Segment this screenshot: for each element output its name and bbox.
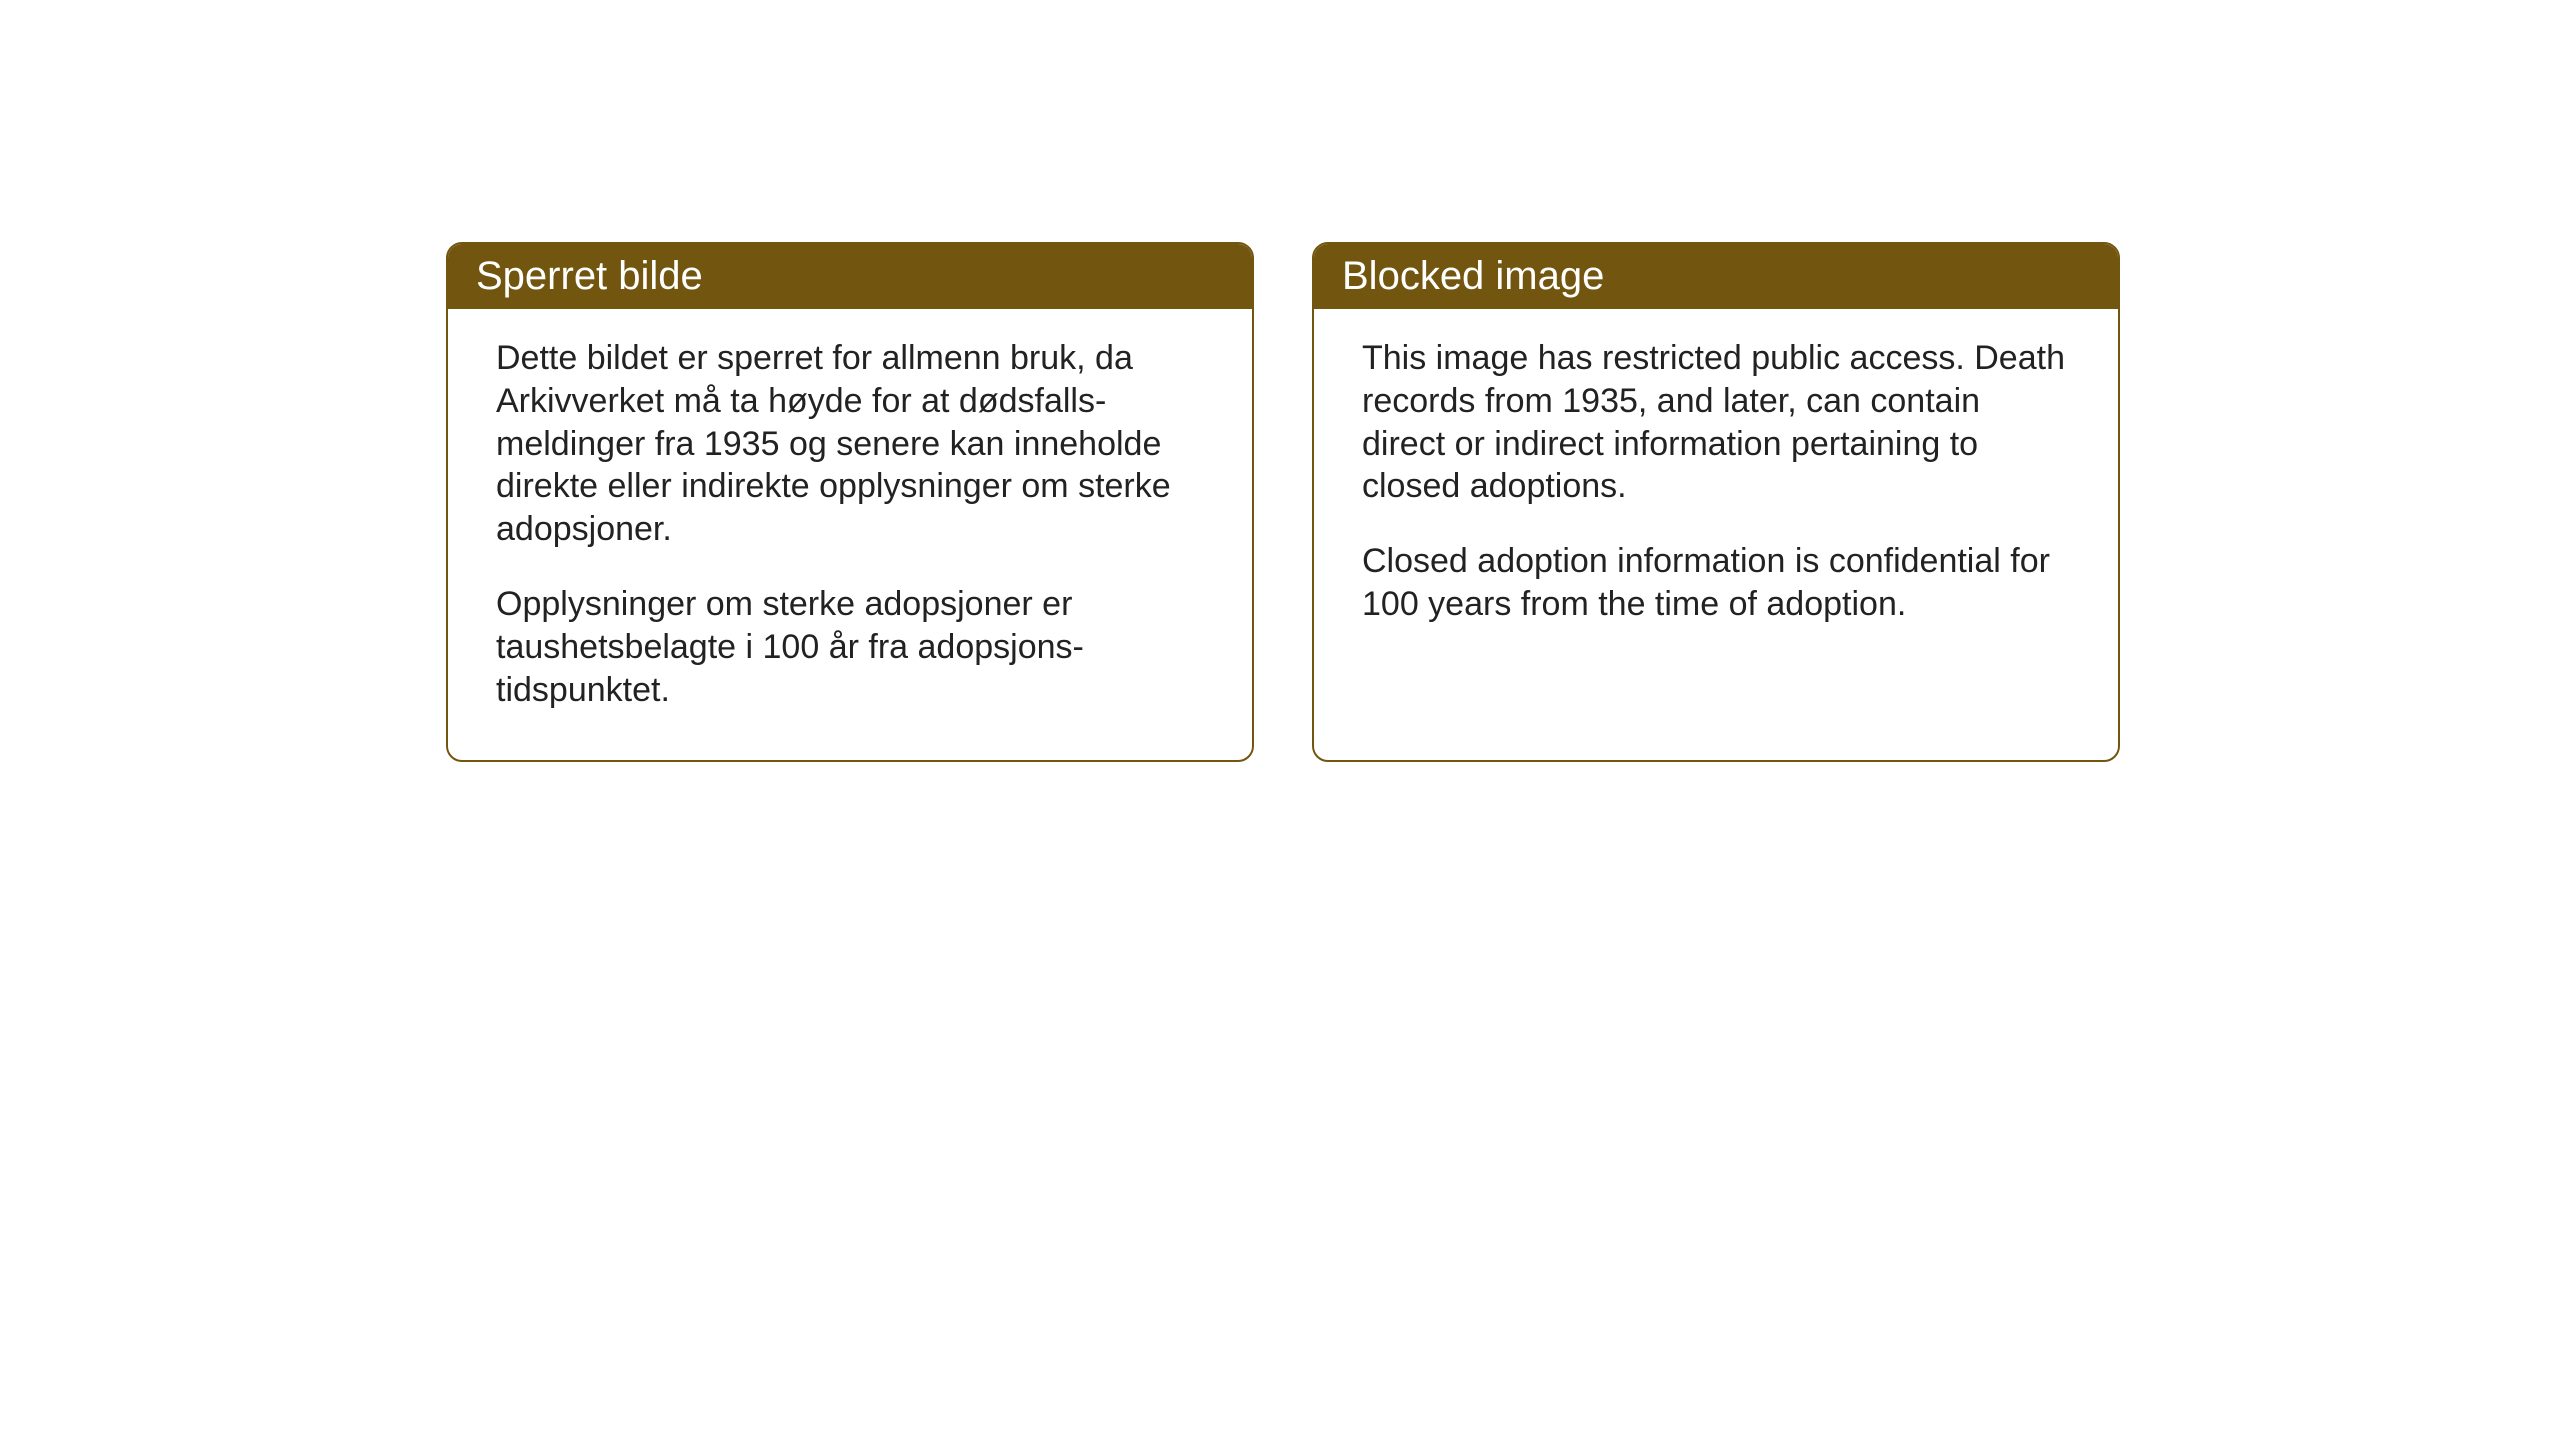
english-paragraph-2: Closed adoption information is confident… [1362,540,2070,626]
norwegian-card-title: Sperret bilde [448,244,1252,309]
norwegian-paragraph-1: Dette bildet er sperret for allmenn bruk… [496,337,1204,551]
english-card: Blocked image This image has restricted … [1312,242,2120,762]
english-card-body: This image has restricted public access.… [1314,309,2118,674]
english-paragraph-1: This image has restricted public access.… [1362,337,2070,508]
norwegian-card: Sperret bilde Dette bildet er sperret fo… [446,242,1254,762]
norwegian-paragraph-2: Opplysninger om sterke adopsjoner er tau… [496,583,1204,711]
cards-container: Sperret bilde Dette bildet er sperret fo… [446,242,2120,762]
english-card-title: Blocked image [1314,244,2118,309]
norwegian-card-body: Dette bildet er sperret for allmenn bruk… [448,309,1252,760]
